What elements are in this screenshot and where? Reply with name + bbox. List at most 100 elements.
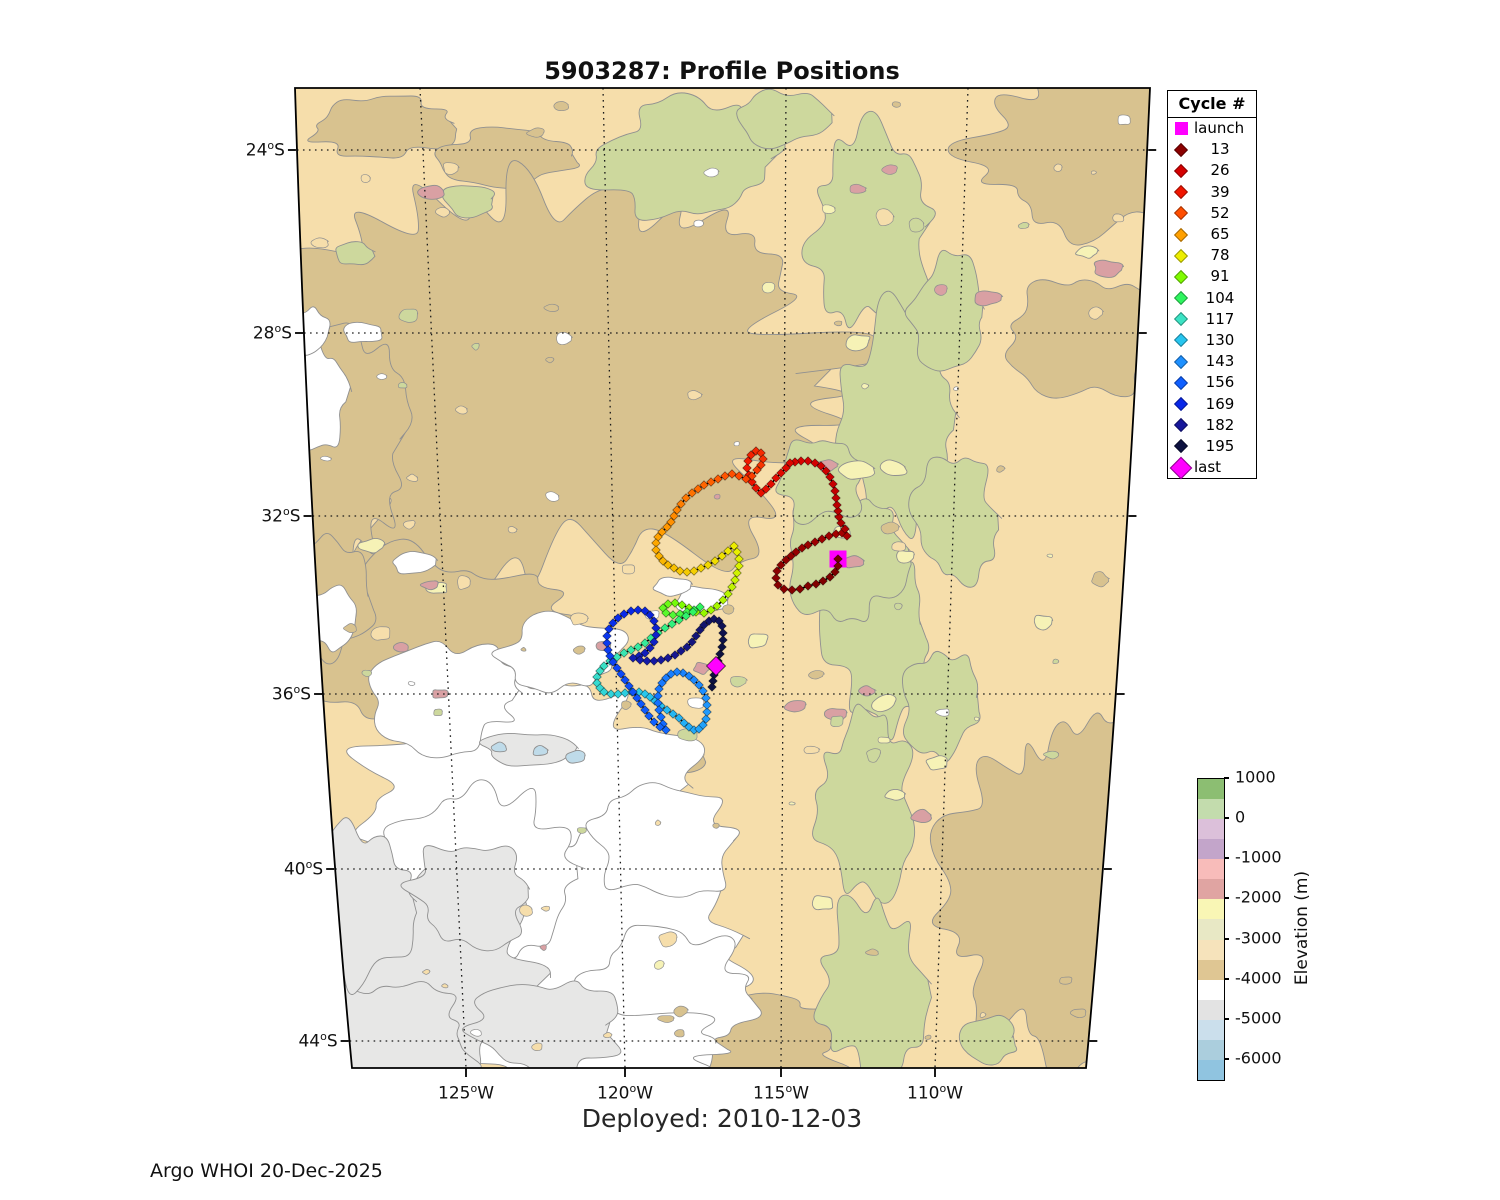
colorbar-segment — [1198, 779, 1224, 800]
last-position-marker — [705, 655, 727, 677]
colorbar-segment — [1198, 939, 1224, 960]
colorbar-tick — [1224, 977, 1229, 980]
legend-swatch — [1168, 206, 1194, 221]
legend-entry: 104 — [1168, 288, 1256, 309]
colorbar-tick — [1224, 777, 1229, 779]
colorbar-tick-label: -1000 — [1235, 847, 1282, 867]
legend-entry: 65 — [1168, 224, 1256, 245]
cycle-swatch-icon — [1173, 269, 1189, 284]
legend-entry-label: 143 — [1205, 352, 1235, 371]
legend-swatch — [1168, 227, 1194, 242]
legend-entry: launch — [1168, 118, 1256, 139]
legend-entry-label: 182 — [1205, 415, 1235, 434]
lon-tick-label: 120oW — [597, 1082, 653, 1104]
legend-entry: last — [1168, 456, 1256, 479]
legend-entry-label: last — [1194, 458, 1222, 477]
cycle-swatch-icon — [1173, 312, 1189, 327]
lat-tick-label: 24oS — [245, 139, 285, 161]
elevation-colorbar — [1197, 778, 1225, 1081]
legend-swatch — [1168, 248, 1194, 263]
legend-swatch — [1168, 354, 1194, 369]
legend-entry: 52 — [1168, 203, 1256, 224]
legend-entry-label: 52 — [1210, 203, 1230, 222]
colorbar-segment — [1198, 899, 1224, 920]
legend-entry-label: 130 — [1205, 330, 1235, 349]
cycle-swatch-icon — [1173, 248, 1189, 263]
lon-tick-label: 125oW — [438, 1082, 494, 1104]
colorbar-tick-label: -3000 — [1235, 928, 1282, 948]
colorbar-tick — [1224, 897, 1229, 900]
legend-entry: 143 — [1168, 351, 1256, 372]
colorbar-segment — [1198, 1059, 1224, 1080]
legend-entry-label: 13 — [1210, 140, 1230, 159]
colorbar-segment — [1198, 959, 1224, 980]
cycle-swatch-icon — [1173, 354, 1189, 369]
cycle-swatch-icon — [1173, 418, 1189, 433]
legend-swatch — [1168, 291, 1194, 306]
colorbar-tick — [1224, 937, 1229, 940]
legend-swatch — [1168, 185, 1194, 200]
figure-title: 5903287: Profile Positions — [544, 57, 900, 85]
legend-entry: 182 — [1168, 415, 1256, 436]
last-swatch-icon — [1169, 456, 1193, 479]
credit-text: Argo WHOI 20-Dec-2025 — [150, 1160, 383, 1182]
colorbar-tick-label: 1000 — [1235, 767, 1276, 787]
legend-entry: 91 — [1168, 266, 1256, 287]
legend-entry-label: 78 — [1210, 246, 1230, 265]
float-trajectory — [592, 446, 852, 735]
legend-swatch — [1168, 269, 1194, 284]
legend-entry-label: 195 — [1205, 436, 1235, 455]
colorbar-segment — [1198, 1019, 1224, 1040]
cycle-swatch-icon — [1173, 227, 1189, 242]
legend-entry: 169 — [1168, 393, 1256, 414]
legend-entry-label: 156 — [1205, 373, 1235, 392]
lat-tick-label: 44oS — [298, 1030, 338, 1052]
colorbar-segment — [1198, 859, 1224, 880]
legend-swatch — [1168, 418, 1194, 433]
colorbar-tick-label: -5000 — [1235, 1008, 1282, 1028]
colorbar-segment — [1198, 839, 1224, 860]
legend-entry-label: 117 — [1205, 309, 1235, 328]
lon-tick-label: 110oW — [907, 1082, 963, 1104]
colorbar-tick-label: 0 — [1235, 807, 1246, 827]
lon-tick-label: 115oW — [753, 1082, 809, 1104]
colorbar-tick-label: -2000 — [1235, 887, 1282, 907]
legend-entry: 130 — [1168, 330, 1256, 351]
bathymetry-terrain — [295, 88, 1150, 1068]
colorbar-segment — [1198, 819, 1224, 840]
cycle-swatch-icon — [1173, 185, 1189, 200]
colorbar-tick — [1224, 817, 1229, 820]
cycle-swatch-icon — [1173, 375, 1189, 390]
map-frame — [287, 87, 1157, 1077]
legend-entry: 195 — [1168, 436, 1256, 457]
legend-entry: 78 — [1168, 245, 1256, 266]
lat-tick-label: 28oS — [252, 322, 293, 344]
colorbar-segment — [1198, 879, 1224, 900]
lat-tick-label: 32oS — [261, 505, 301, 527]
legend-entry: 39 — [1168, 182, 1256, 203]
legend-entry: 13 — [1168, 139, 1256, 160]
colorbar-segment — [1198, 919, 1224, 940]
legend-entry: 156 — [1168, 372, 1256, 393]
colorbar-segment — [1198, 1039, 1224, 1060]
legend-swatch — [1168, 163, 1194, 179]
deployment-date: Deployed: 2010-12-03 — [581, 1104, 863, 1133]
legend-entry-label: 39 — [1210, 182, 1230, 201]
legend-swatch — [1168, 312, 1194, 327]
colorbar-tick — [1224, 857, 1229, 860]
lat-tick-label: 36oS — [271, 683, 312, 705]
cycle-legend: Cycle # launch 13 26 39 52 65 78 91 104 117 130 143… — [1167, 90, 1257, 480]
legend-swatch — [1168, 122, 1194, 136]
colorbar-segment — [1198, 979, 1224, 1000]
legend-title: Cycle # — [1168, 91, 1256, 118]
legend-swatch — [1168, 439, 1194, 454]
legend-rows: launch 13 26 39 52 65 78 91 104 117 130 143 156 169 18… — [1168, 118, 1256, 479]
legend-entry: 117 — [1168, 309, 1256, 330]
colorbar-segment — [1198, 799, 1224, 820]
graticule — [296, 88, 1148, 1068]
colorbar-tick — [1224, 1057, 1229, 1060]
colorbar-tick-label: -6000 — [1235, 1048, 1282, 1068]
legend-entry-label: 65 — [1210, 225, 1230, 244]
